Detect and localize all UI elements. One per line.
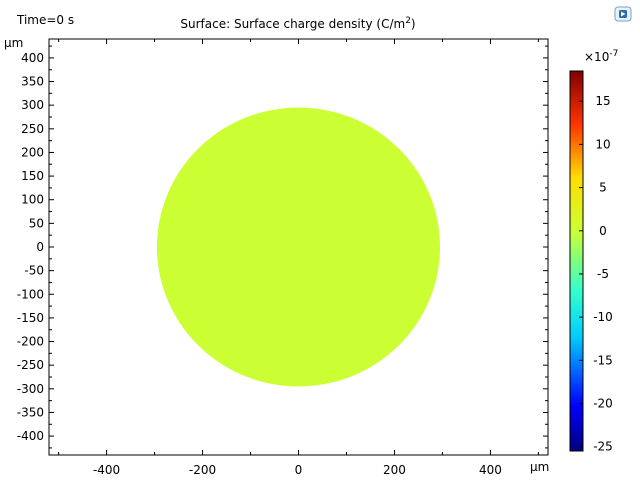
- y-tick-label: 300: [21, 98, 44, 112]
- surface-layer: [156, 107, 441, 387]
- plot-title-main: Surface: Surface charge density (C/m: [180, 17, 405, 31]
- plot-title: Surface: Surface charge density (C/m2): [180, 16, 415, 31]
- colorbar-tick-label: -10: [593, 310, 613, 324]
- colorbar-tick-label: 10: [595, 137, 610, 151]
- colorbar-tick-label: 5: [599, 181, 607, 195]
- y-unit-label: µm: [4, 36, 23, 50]
- axis-ticks: -400 -200 0 200 400 400 350 300 250 200 150 100 50 0 -…: [17, 39, 548, 477]
- x-tick-label: 0: [295, 463, 303, 477]
- time-label: Time=0 s: [16, 13, 74, 27]
- y-tick-label: -300: [17, 382, 44, 396]
- x-tick-label: -400: [93, 463, 120, 477]
- y-tick-label: -150: [17, 311, 44, 325]
- colorbar-gradient: [569, 70, 584, 452]
- y-tick-label: -100: [17, 287, 44, 301]
- colorbar-tick-label: -5: [597, 267, 609, 281]
- y-tick-label: -350: [17, 405, 44, 419]
- y-tick-label: 350: [21, 75, 44, 89]
- colorbar-tick-label: -15: [593, 353, 613, 367]
- colorbar-multiplier-exponent: -7: [609, 49, 618, 59]
- y-tick-label: 100: [21, 193, 44, 207]
- y-tick-label: 50: [29, 216, 44, 230]
- colorbar-multiplier-base: ×10: [584, 50, 609, 64]
- colorbar-tick-label: -20: [593, 397, 613, 411]
- plot-title-superscript: 2: [405, 16, 411, 26]
- y-tick-label: 400: [21, 51, 44, 65]
- y-tick-label: 0: [36, 240, 44, 254]
- app-logo-icon: [614, 6, 632, 22]
- x-tick-label: 400: [479, 463, 502, 477]
- x-unit-label: µm: [530, 460, 549, 474]
- y-tick-label: -200: [17, 335, 44, 349]
- colorbar-multiplier: ×10-7: [584, 49, 618, 64]
- x-tick-label: -200: [189, 463, 216, 477]
- y-tick-label: 200: [21, 145, 44, 159]
- y-tick-label: -50: [24, 264, 44, 278]
- y-tick-label: -250: [17, 358, 44, 372]
- y-tick-label: 250: [21, 122, 44, 136]
- plot-title-end: ): [411, 17, 416, 31]
- colorbar-ticks: 15 10 5 0 -5 -10 -15 -20 -25: [579, 94, 613, 454]
- colorbar: ×10-7 15 10 5 0 -5 -10 -15 -20 -25: [569, 49, 618, 454]
- colorbar-tick-label: -25: [593, 440, 613, 454]
- x-tick-label: 200: [383, 463, 406, 477]
- colorbar-tick-label: 15: [595, 94, 610, 108]
- y-tick-label: -400: [17, 429, 44, 443]
- axes: -400 -200 0 200 400 400 350 300 250 200 150 100 50 0 -…: [17, 38, 549, 477]
- y-tick-label: 150: [21, 169, 44, 183]
- colorbar-tick-label: 0: [599, 224, 607, 238]
- surface-disk: [156, 107, 441, 387]
